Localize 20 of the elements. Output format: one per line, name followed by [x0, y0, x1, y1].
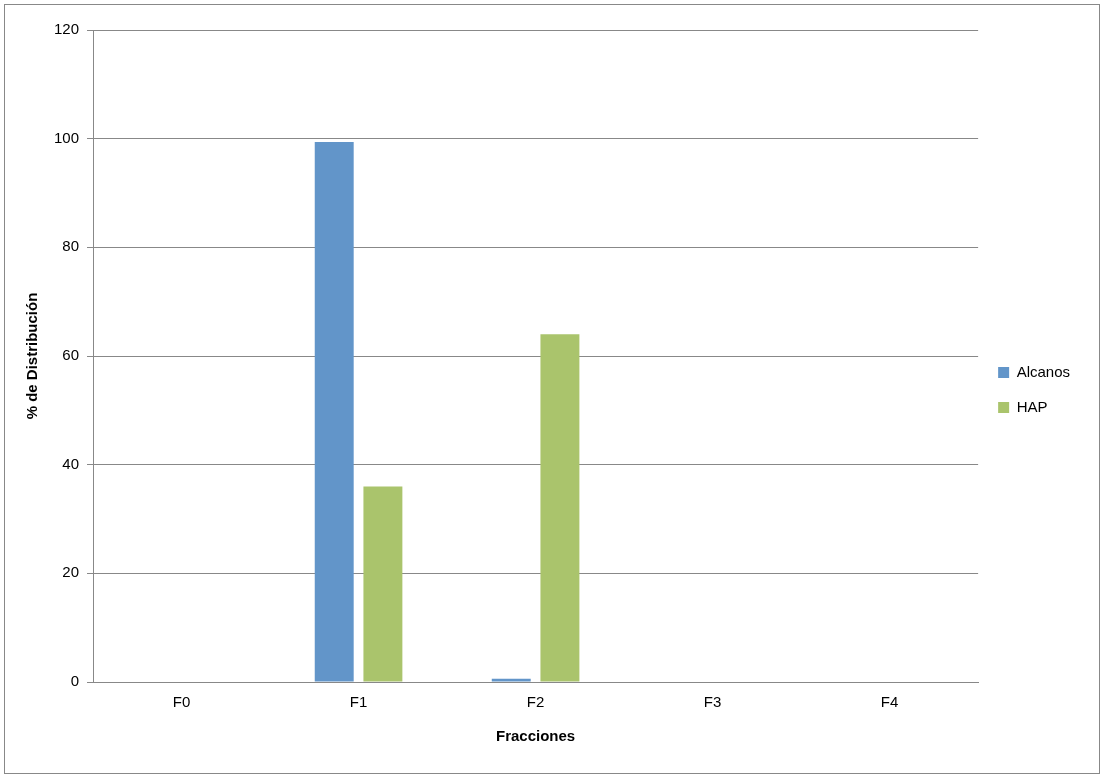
y-tick-label: 40	[62, 454, 80, 472]
x-tick-label: F3	[703, 693, 722, 711]
x-tick-label: F0	[172, 693, 191, 711]
y-tick-label: 20	[62, 563, 80, 581]
y-tick-label: 0	[70, 672, 80, 690]
x-tick-label: F2	[526, 693, 545, 711]
bar	[491, 678, 531, 682]
x-tick-label: F1	[349, 693, 368, 711]
bar	[363, 486, 403, 682]
legend-label: Alcanos	[1016, 362, 1071, 380]
x-tick-label: F4	[880, 693, 899, 711]
bar	[314, 141, 354, 682]
y-tick-label: 100	[54, 128, 80, 146]
legend-label: HAP	[1016, 397, 1048, 415]
y-tick-label: 80	[62, 237, 80, 255]
y-axis-title: % de Distribución	[23, 292, 41, 420]
y-tick-label: 120	[54, 20, 80, 38]
y-tick-label: 60	[62, 346, 80, 364]
bar	[540, 334, 580, 682]
x-axis-title: Fracciones	[495, 727, 576, 745]
